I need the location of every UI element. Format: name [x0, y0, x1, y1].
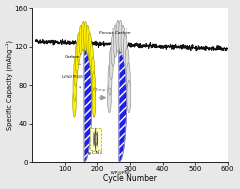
Ellipse shape	[93, 137, 95, 147]
Y-axis label: Specific Capacity (mAhg⁻¹): Specific Capacity (mAhg⁻¹)	[6, 40, 13, 130]
Ellipse shape	[73, 88, 76, 117]
Ellipse shape	[108, 81, 111, 113]
Text: Porous Carbon: Porous Carbon	[98, 31, 130, 35]
Ellipse shape	[91, 57, 95, 86]
Ellipse shape	[86, 25, 90, 55]
Ellipse shape	[113, 25, 117, 57]
Polygon shape	[84, 43, 91, 162]
Ellipse shape	[84, 21, 87, 51]
FancyBboxPatch shape	[90, 128, 101, 150]
Ellipse shape	[126, 63, 130, 95]
Ellipse shape	[125, 47, 129, 79]
Ellipse shape	[108, 63, 112, 95]
Ellipse shape	[92, 72, 96, 101]
Ellipse shape	[97, 137, 98, 147]
Ellipse shape	[92, 88, 96, 117]
Ellipse shape	[74, 57, 78, 86]
Text: Li$_3$V$_2$(PO$_4$)$_3$: Li$_3$V$_2$(PO$_4$)$_3$	[61, 74, 85, 88]
Text: g-C$_3$N$_4$: g-C$_3$N$_4$	[87, 149, 103, 157]
Ellipse shape	[116, 20, 120, 52]
Ellipse shape	[123, 34, 127, 66]
Ellipse shape	[93, 132, 95, 141]
Ellipse shape	[95, 134, 96, 144]
Ellipse shape	[119, 20, 122, 52]
Ellipse shape	[95, 128, 96, 137]
Ellipse shape	[77, 33, 80, 62]
X-axis label: Cycle Number: Cycle Number	[103, 174, 157, 184]
Ellipse shape	[97, 132, 98, 141]
Ellipse shape	[79, 25, 83, 55]
Text: LVP@PNC: LVP@PNC	[110, 170, 131, 174]
Ellipse shape	[95, 141, 96, 150]
Ellipse shape	[75, 43, 79, 73]
Ellipse shape	[88, 33, 92, 62]
Ellipse shape	[111, 34, 115, 66]
Polygon shape	[119, 43, 126, 162]
Ellipse shape	[121, 25, 125, 57]
Ellipse shape	[109, 47, 113, 79]
Ellipse shape	[127, 81, 131, 113]
Ellipse shape	[73, 72, 77, 101]
Text: Temp. ↑: Temp. ↑	[94, 88, 112, 92]
Text: Carbon: Carbon	[65, 55, 80, 65]
Ellipse shape	[90, 43, 93, 73]
Ellipse shape	[81, 21, 85, 51]
